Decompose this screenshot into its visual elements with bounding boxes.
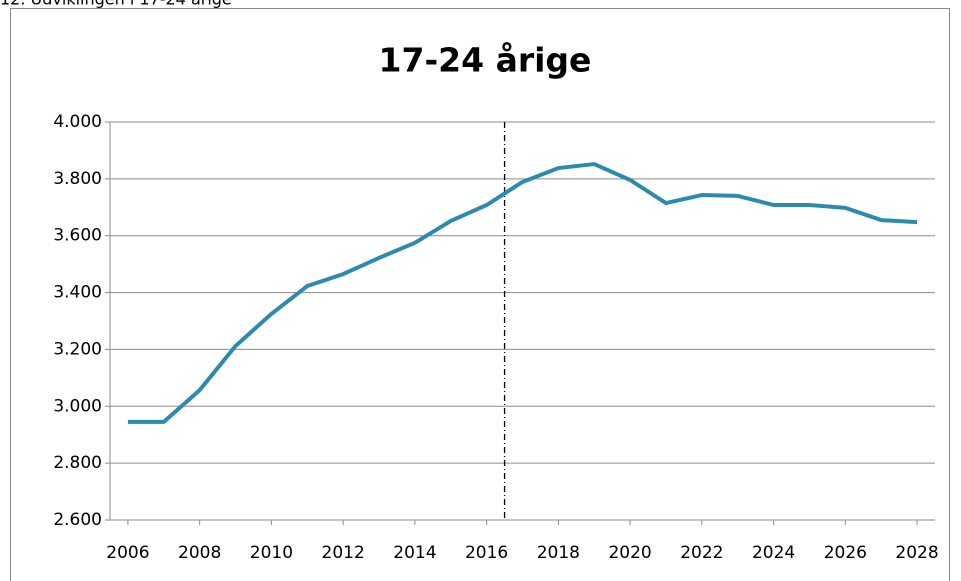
chart-frame [10, 8, 950, 581]
y-tick-label: 3.200 [53, 339, 102, 359]
x-tick-label: 2024 [752, 543, 795, 563]
x-tick-label: 2016 [465, 543, 508, 563]
caption: 12. Udviklingen i 17-24 årige [0, 0, 232, 9]
y-tick-label: 2.800 [53, 453, 102, 473]
y-tick-label: 3.800 [53, 169, 102, 189]
x-tick-label: 2022 [680, 543, 723, 563]
y-tick-label: 2.600 [53, 510, 102, 530]
x-tick-label: 2020 [608, 543, 651, 563]
x-tick-label: 2006 [106, 543, 149, 563]
x-tick-label: 2014 [393, 543, 436, 563]
x-tick-label: 2010 [250, 543, 293, 563]
y-tick-label: 3.000 [53, 396, 102, 416]
x-tick-label: 2008 [178, 543, 221, 563]
x-tick-label: 2018 [537, 543, 580, 563]
chart-title: 17-24 årige [379, 41, 592, 80]
x-tick-label: 2026 [824, 543, 867, 563]
y-tick-label: 4.000 [53, 112, 102, 132]
y-tick-label: 3.400 [53, 283, 102, 303]
data-line [127, 162, 918, 424]
x-tick-label: 2012 [322, 543, 365, 563]
y-tick-label: 3.600 [53, 226, 102, 246]
x-tick-label: 2028 [895, 543, 938, 563]
